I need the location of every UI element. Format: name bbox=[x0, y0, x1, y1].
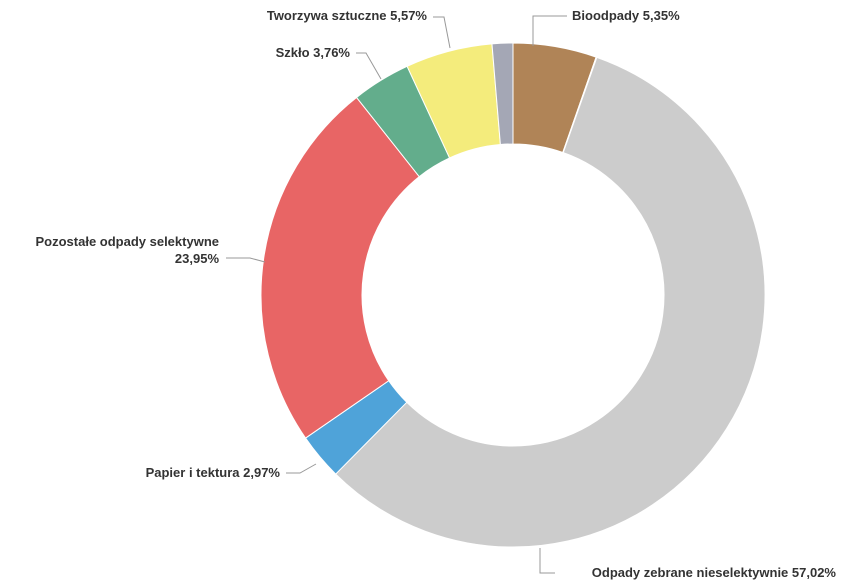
data-label-pozostale-odpady-selektywne: Pozostałe odpady selektywne 23,95% bbox=[35, 234, 219, 266]
slice-unlabeled-7[interactable] bbox=[491, 42, 514, 146]
leader-line-szklo bbox=[356, 52, 382, 80]
leader-line-papier-i-tektura bbox=[286, 463, 317, 474]
data-label-papier-i-tektura: Papier i tektura 2,97% bbox=[146, 465, 281, 480]
leader-lines-group bbox=[226, 15, 567, 574]
labels-group: Bioodpady 5,35% Odpady zebrane nieselekty… bbox=[35, 8, 836, 580]
data-label-odpady-zebrane-nieselektywnie: Odpady zebrane nieselektywnie 57,02% bbox=[592, 565, 837, 580]
leader-line-bioodpady bbox=[532, 15, 567, 46]
data-label-szklo: Szkło 3,76% bbox=[276, 45, 351, 60]
slice-odpady-zebrane-nieselektywnie[interactable] bbox=[334, 56, 766, 548]
leader-line-odpady-zebrane-nieselektywnie bbox=[539, 548, 555, 574]
leader-line-tworzywa-sztuczne bbox=[433, 16, 451, 49]
data-label-bioodpady: Bioodpady 5,35% bbox=[572, 8, 680, 23]
leader-line-pozostale-odpady-selektywne bbox=[226, 257, 266, 263]
slices-group bbox=[260, 42, 766, 548]
data-label-line: Pozostałe odpady selektywne bbox=[35, 234, 219, 249]
data-label-tworzywa-sztuczne: Tworzywa sztuczne 5,57% bbox=[267, 8, 428, 23]
data-label-line: 23,95% bbox=[175, 251, 220, 266]
slice-pozostale-odpady-selektywne[interactable] bbox=[260, 96, 420, 439]
